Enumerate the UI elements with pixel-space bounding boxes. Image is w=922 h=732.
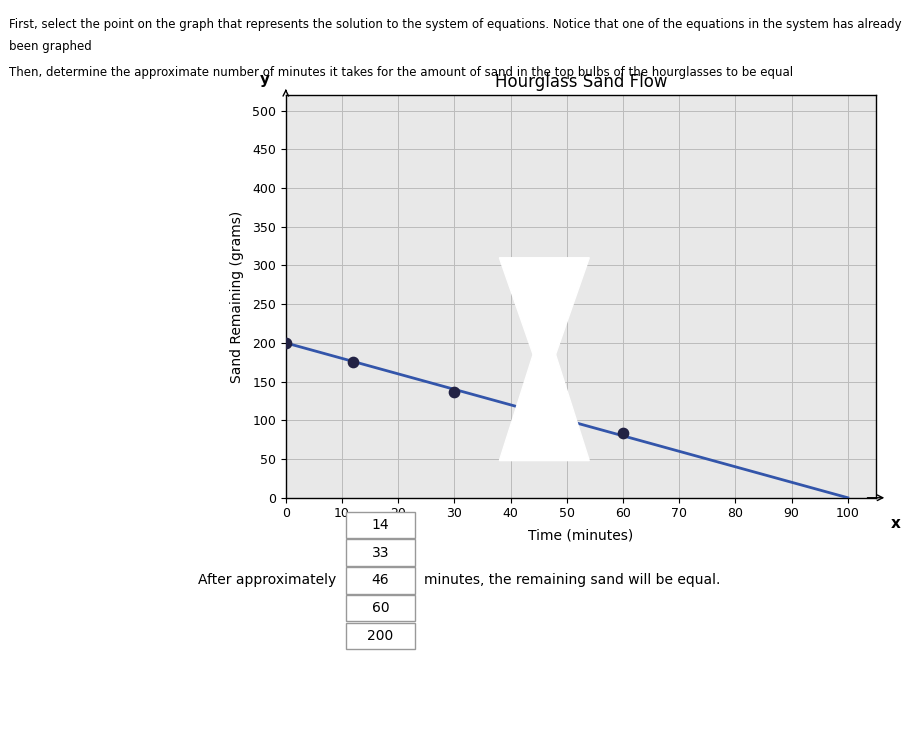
Text: First, select the point on the graph that represents the solution to the system : First, select the point on the graph tha… [9,18,902,31]
Text: Then, determine the approximate number of minutes it takes for the amount of san: Then, determine the approximate number o… [9,66,793,79]
X-axis label: Time (minutes): Time (minutes) [528,529,633,543]
Text: y: y [260,72,270,87]
Point [616,427,631,438]
Text: x: x [891,517,901,531]
Text: 14: 14 [372,518,389,532]
Text: 200: 200 [367,629,394,643]
Text: minutes, the remaining sand will be equal.: minutes, the remaining sand will be equa… [424,573,720,588]
Polygon shape [500,354,589,460]
Title: Hourglass Sand Flow: Hourglass Sand Flow [494,72,668,91]
Point [278,337,293,348]
Point [346,356,361,368]
Text: 33: 33 [372,545,389,560]
Text: 46: 46 [372,573,389,588]
Point [447,386,462,397]
Text: After approximately: After approximately [198,573,337,588]
Text: 60: 60 [372,601,389,616]
Text: been graphed: been graphed [9,40,92,53]
Polygon shape [500,258,589,354]
Y-axis label: Sand Remaining (grams): Sand Remaining (grams) [230,210,243,383]
